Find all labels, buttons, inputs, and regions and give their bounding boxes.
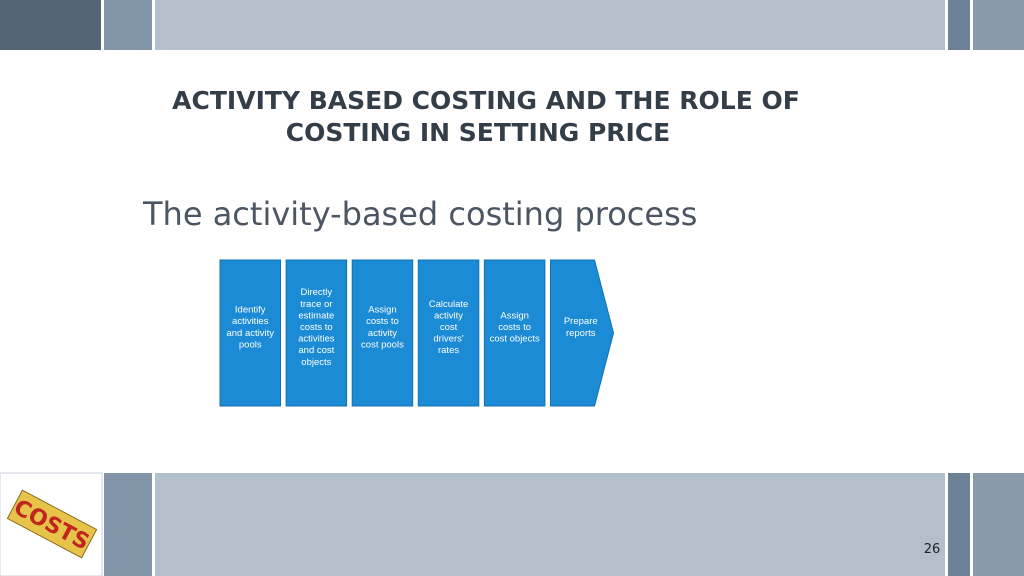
process-step-label: and activity <box>226 328 274 339</box>
process-step-label: rates <box>438 345 459 356</box>
process-step-label: costs to <box>366 316 399 327</box>
process-step-label: trace or <box>300 299 332 310</box>
process-step-label: and cost <box>298 345 334 356</box>
process-step-label: Directly <box>301 287 333 298</box>
subtitle: The activity-based costing process <box>142 195 697 233</box>
page-number: 26 <box>924 542 941 557</box>
process-step-label: Identify <box>235 305 266 316</box>
process-step-label: Assign <box>368 305 397 316</box>
process-step-label: reports <box>566 328 596 339</box>
title-line: COSTING IN SETTING PRICE <box>286 118 671 147</box>
process-step-label: Prepare <box>564 316 598 327</box>
process-step-box <box>417 259 480 407</box>
process-step-label: Assign <box>500 310 529 321</box>
process-step-label: cost pools <box>361 339 404 350</box>
process-step-label: costs to <box>498 322 531 333</box>
top-band <box>0 0 1024 50</box>
process-step-label: activities <box>232 316 269 327</box>
process-step-label: cost <box>440 322 458 333</box>
bottom-band <box>0 472 1024 576</box>
process-step-label: activity <box>368 328 397 339</box>
process-step-box <box>483 259 546 407</box>
process-step-label: drivers' <box>433 334 464 345</box>
process-step-label: cost objects <box>490 334 540 345</box>
process-step-box <box>219 259 281 407</box>
process-step-label: estimate <box>298 310 334 321</box>
process-step-arrow <box>550 259 615 407</box>
process-step-label: Calculate <box>429 299 469 310</box>
process-step-label: costs to <box>300 322 333 333</box>
process-step-label: activities <box>298 334 335 345</box>
process-step-label: pools <box>239 339 262 350</box>
process-step-box <box>351 259 414 407</box>
logo-tag <box>6 489 98 559</box>
process-step-box <box>285 259 348 407</box>
title-line: ACTIVITY BASED COSTING AND THE ROLE OF <box>172 86 800 115</box>
process-step-label: activity <box>434 310 463 321</box>
process-step-label: objects <box>301 357 331 368</box>
